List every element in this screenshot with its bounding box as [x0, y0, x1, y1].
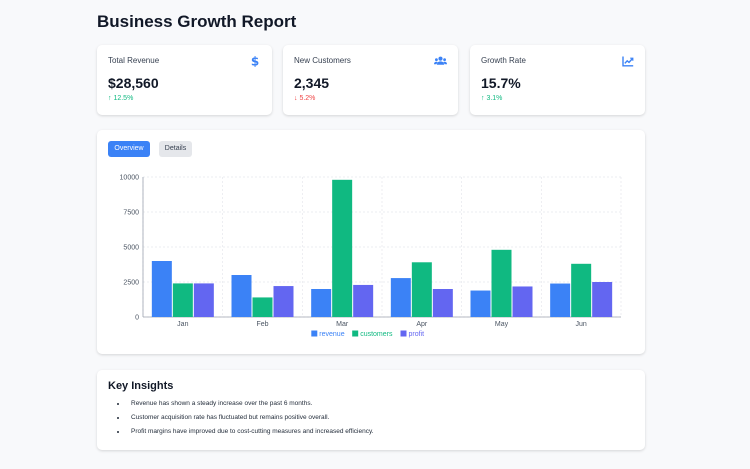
arrow-down-icon: ↓ [294, 95, 298, 102]
users-icon [434, 56, 447, 65]
arrow-up-icon: ↑ [481, 95, 485, 102]
bar-customers [252, 297, 273, 317]
bar-profit [193, 283, 214, 317]
tab-details[interactable]: Details [159, 141, 192, 157]
bar-revenue [470, 290, 491, 317]
bar-profit [432, 289, 453, 317]
bar-chart: 0 2500 5000 7500 10000 Jan Feb Mar Apr May Jun reve… [120, 175, 622, 338]
insights-list: Revenue has shown a steady increase over… [108, 400, 634, 435]
insight-item: Profit margins have improved due to cost… [127, 428, 634, 435]
insight-item: Revenue has shown a steady increase over… [127, 400, 634, 407]
x-tick-label: Feb [256, 321, 268, 328]
stat-label: Growth Rate [481, 56, 526, 65]
dollar-icon: $ [251, 55, 259, 67]
chart-line-icon [622, 56, 634, 67]
stat-value: 2,345 [294, 75, 330, 91]
stat-card-total-revenue: Total Revenue $ $28,560 ↑ 12.5% [97, 45, 272, 115]
bar-profit [273, 286, 294, 317]
stat-change-value: 5.2% [299, 95, 316, 102]
x-tick-label: May [495, 321, 509, 328]
bar-customers [491, 249, 512, 317]
legend-swatch-profit [400, 330, 407, 337]
stat-change: ↑ 3.1% [481, 95, 634, 102]
y-tick-label: 7500 [123, 210, 139, 217]
stat-value: 15.7% [481, 75, 521, 91]
bar-profit [353, 284, 374, 317]
chart-card: Overview Details 0 2500 5000 7500 10000 Jan Fe… [97, 130, 645, 354]
x-tick-label: Apr [416, 321, 428, 328]
bar-profit [592, 282, 613, 317]
insights-title: Key Insights [108, 380, 174, 392]
bar-customers [411, 262, 432, 317]
y-tick-label: 10000 [120, 175, 140, 182]
x-tick-label: Jan [177, 321, 188, 328]
bar-revenue [390, 278, 411, 317]
stat-change-value: 12.5% [113, 95, 134, 102]
legend-label-revenue: revenue [319, 331, 344, 338]
page-title: Business Growth Report [97, 12, 297, 31]
y-tick-label: 0 [135, 315, 139, 322]
stat-change: ↑ 12.5% [108, 95, 261, 102]
tab-overview[interactable]: Overview [108, 141, 150, 157]
x-tick-label: Mar [336, 321, 349, 328]
stat-label: Total Revenue [108, 56, 160, 65]
y-tick-label: 2500 [123, 280, 139, 287]
bar-customers [571, 263, 592, 317]
legend-label-profit: profit [409, 331, 425, 338]
legend-swatch-customers [352, 330, 359, 337]
arrow-up-icon: ↑ [108, 95, 112, 102]
stat-label: New Customers [294, 56, 351, 65]
legend-label-customers: customers [360, 331, 393, 338]
bar-revenue [151, 261, 172, 317]
insights-card: Key Insights Revenue has shown a steady … [97, 370, 645, 450]
stat-card-growth-rate: Growth Rate 15.7% ↑ 3.1% [470, 45, 645, 115]
y-tick-label: 5000 [123, 245, 139, 252]
stat-value: $28,560 [108, 75, 159, 91]
x-tick-label: Jun [576, 321, 587, 328]
bar-customers [172, 283, 193, 317]
stat-card-new-customers: New Customers 2,345 ↓ 5.2% [283, 45, 458, 115]
bar-revenue [550, 283, 571, 317]
stat-change: ↓ 5.2% [294, 95, 447, 102]
insight-item: Customer acquisition rate has fluctuated… [127, 414, 634, 421]
bar-customers [332, 179, 353, 317]
bar-revenue [231, 275, 252, 317]
bar-revenue [311, 289, 332, 317]
bar-profit [512, 286, 533, 317]
stat-change-value: 3.1% [486, 95, 503, 102]
svg-text:$: $ [251, 55, 259, 67]
legend-swatch-revenue [311, 330, 318, 337]
